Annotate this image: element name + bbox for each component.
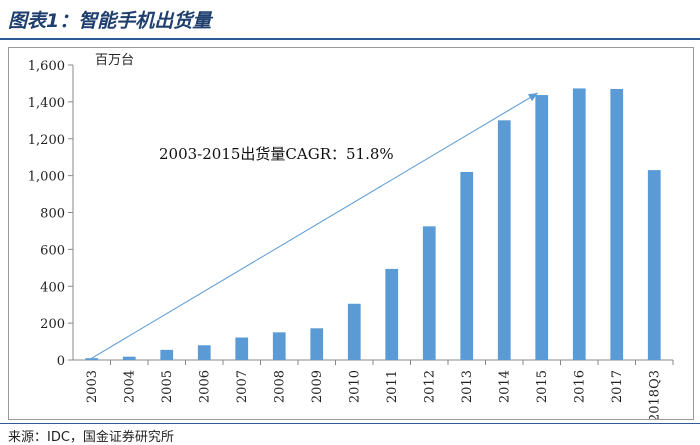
x-tick-label: 2005 <box>160 370 175 403</box>
y-unit-label: 百万台 <box>95 53 134 68</box>
x-tick-label: 2008 <box>272 370 287 403</box>
bar-2018Q3 <box>647 170 661 360</box>
x-tick-label: 2003 <box>85 370 100 403</box>
labels-layer: 0 200 400 600 800 1,000 1,200 1,400 1,600 2003 200… <box>28 59 662 419</box>
bar-2006 <box>197 345 211 360</box>
y-tick-label: 0 <box>57 354 65 369</box>
bar-2010 <box>347 303 361 360</box>
bar-2016 <box>572 88 586 361</box>
y-tick-label: 1,200 <box>28 133 65 148</box>
x-tick-label: 2011 <box>385 370 400 403</box>
footer-divider <box>0 423 700 424</box>
cagr-trend-line <box>91 92 539 359</box>
bar-2014 <box>497 120 511 360</box>
x-tick-label: 2007 <box>235 370 250 403</box>
chart-frame: 0 200 400 600 800 1,000 1,200 1,400 1,600 2003 200… <box>8 47 694 420</box>
bar-2004 <box>122 356 136 360</box>
x-tick-label: 2012 <box>422 370 437 403</box>
y-tick-label: 400 <box>40 280 65 295</box>
y-tick-label: 600 <box>40 243 65 258</box>
bar-2007 <box>235 337 249 360</box>
cagr-arrowhead <box>527 93 538 102</box>
bar-2017 <box>610 88 624 360</box>
bars-layer <box>85 88 661 361</box>
y-tick-label: 1,400 <box>28 96 65 111</box>
bar-2011 <box>385 268 399 360</box>
bar-2005 <box>160 349 174 360</box>
bar-2012 <box>422 226 436 360</box>
source-note: 来源：IDC，国金证券研究所 <box>8 430 174 445</box>
bar-2009 <box>310 328 324 360</box>
x-tick-label: 2010 <box>347 370 362 403</box>
x-tick-label: 2018Q3 <box>647 370 662 419</box>
title-divider <box>0 38 700 40</box>
bar-2003 <box>85 358 99 360</box>
cagr-annotation: 2003-2015出货量CAGR：51.8% <box>159 145 394 163</box>
x-tick-label: 2016 <box>572 370 587 403</box>
y-tick-label: 800 <box>40 207 65 222</box>
x-tick-label: 2013 <box>460 370 475 403</box>
x-tick-label: 2004 <box>122 370 137 403</box>
x-tick-label: 2009 <box>310 370 325 403</box>
bar-2013 <box>460 171 474 360</box>
x-tick-label: 2017 <box>610 370 625 403</box>
bar-2008 <box>272 332 286 360</box>
title-bar: 图表1：智能手机出货量 <box>0 0 700 38</box>
bar-2015 <box>535 95 549 360</box>
bar-chart: 0 200 400 600 800 1,000 1,200 1,400 1,600 2003 200… <box>28 53 674 419</box>
figure-title: 图表1：智能手机出货量 <box>8 10 212 32</box>
y-tick-label: 1,600 <box>28 59 65 74</box>
x-tick-label: 2015 <box>535 370 550 403</box>
x-tick-label: 2014 <box>497 370 512 403</box>
y-tick-label: 1,000 <box>28 170 65 185</box>
x-tick-label: 2006 <box>197 370 212 403</box>
y-tick-label: 200 <box>40 317 65 332</box>
